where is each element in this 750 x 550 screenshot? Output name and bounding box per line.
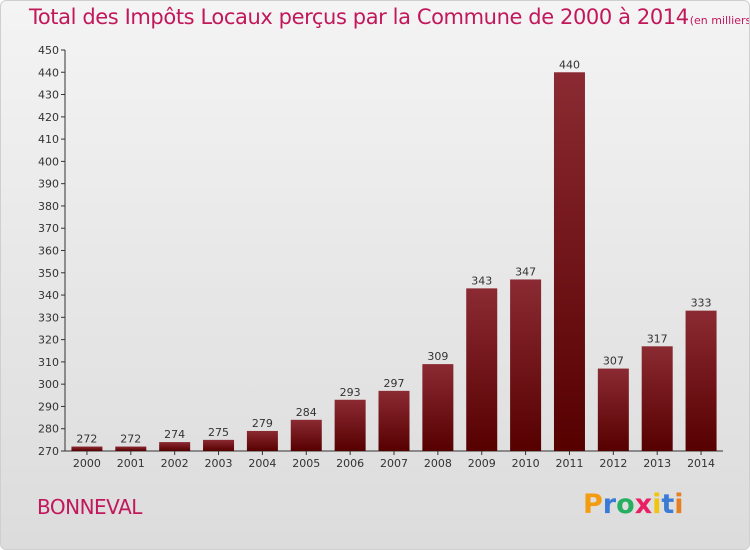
y-tick-label: 390 — [38, 178, 59, 191]
bar-2001 — [115, 446, 147, 451]
bar-value-label: 274 — [164, 428, 185, 441]
bar-2000 — [71, 446, 103, 451]
bar-2006 — [334, 399, 366, 451]
y-tick-label: 430 — [38, 89, 59, 102]
x-tick-label: 2006 — [336, 457, 364, 470]
logo-letter: t — [661, 489, 675, 520]
bar-value-label: 347 — [515, 265, 536, 278]
bars — [71, 72, 717, 452]
x-tick-label: 2009 — [468, 457, 496, 470]
x-tick-label: 2002 — [161, 457, 189, 470]
y-tick-label: 300 — [38, 378, 59, 391]
bar-value-label: 284 — [296, 406, 317, 419]
bar-2009 — [466, 288, 498, 451]
logo-letter: x — [634, 489, 653, 520]
chart-title-unit: (en milliers d'€) — [689, 14, 750, 27]
proxiti-logo: Proxiti — [583, 489, 684, 520]
bar-value-labels: 272 272 274 275 279 284 293 297 309 343 347 440 307 3… — [76, 58, 711, 445]
bar-2003 — [203, 439, 235, 451]
chart-title: Total des Impôts Locaux perçus par la Co… — [29, 5, 689, 29]
bar-2007 — [378, 390, 410, 451]
y-tick-label: 410 — [38, 133, 59, 146]
bar-value-label: 317 — [647, 332, 668, 345]
logo-letter: i — [652, 489, 662, 520]
y-tick-label: 270 — [38, 445, 59, 458]
y-tick-label: 330 — [38, 311, 59, 324]
x-tick-label: 2008 — [424, 457, 452, 470]
logo-letter: o — [616, 489, 635, 520]
x-tick-label: 2011 — [555, 457, 583, 470]
y-tick-label: 360 — [38, 245, 59, 258]
y-axis: 270 280 290 300 310 320 330 340 350 360 370 380 390 4… — [38, 44, 66, 458]
y-tick-label: 450 — [38, 44, 59, 57]
logo-letter: P — [583, 489, 603, 520]
y-tick-label: 440 — [38, 66, 59, 79]
y-tick-label: 370 — [38, 222, 59, 235]
x-tick-label: 2014 — [687, 457, 715, 470]
x-tick-label: 2004 — [248, 457, 276, 470]
bar-value-label: 307 — [603, 355, 624, 368]
x-tick-label: 2005 — [292, 457, 320, 470]
y-tick-label: 280 — [38, 423, 59, 436]
commune-name: BONNEVAL — [37, 495, 142, 519]
bar-value-label: 293 — [340, 386, 361, 399]
x-tick-label: 2000 — [73, 457, 101, 470]
bar-2013 — [641, 346, 673, 451]
x-tick-label: 2013 — [643, 457, 671, 470]
y-tick-label: 350 — [38, 267, 59, 280]
bar-2012 — [597, 368, 629, 451]
logo-letter: i — [674, 489, 684, 520]
bar-2011 — [553, 72, 585, 452]
bar-value-label: 343 — [471, 274, 492, 287]
x-tick-label: 2012 — [599, 457, 627, 470]
bar-value-label: 297 — [384, 377, 405, 390]
bar-2002 — [159, 442, 191, 451]
x-tick-label: 2003 — [205, 457, 233, 470]
bar-2014 — [685, 310, 717, 451]
bar-value-label: 309 — [427, 350, 448, 363]
bar-value-label: 275 — [208, 426, 229, 439]
bar-value-label: 272 — [76, 433, 97, 446]
y-tick-label: 380 — [38, 200, 59, 213]
y-tick-label: 290 — [38, 400, 59, 413]
bar-value-label: 272 — [120, 433, 141, 446]
bar-2005 — [290, 419, 322, 451]
bar-2004 — [246, 430, 278, 451]
x-tick-label: 2001 — [117, 457, 145, 470]
x-tick-label: 2010 — [512, 457, 540, 470]
logo-letter: r — [602, 489, 617, 520]
x-axis: 2000 2001 2002 2003 2004 2005 2006 2007 2008 2009… — [65, 450, 723, 470]
y-tick-label: 400 — [38, 155, 59, 168]
bar-2008 — [422, 364, 454, 451]
bar-value-label: 279 — [252, 417, 273, 430]
bar-value-label: 440 — [559, 58, 580, 71]
x-tick-label: 2007 — [380, 457, 408, 470]
y-tick-label: 340 — [38, 289, 59, 302]
y-tick-label: 310 — [38, 356, 59, 369]
chart-title-line: Total des Impôts Locaux perçus par la Co… — [29, 5, 750, 29]
y-tick-label: 320 — [38, 334, 59, 347]
y-tick-label: 420 — [38, 111, 59, 124]
bar-value-label: 333 — [691, 297, 712, 310]
bar-2010 — [510, 279, 542, 451]
